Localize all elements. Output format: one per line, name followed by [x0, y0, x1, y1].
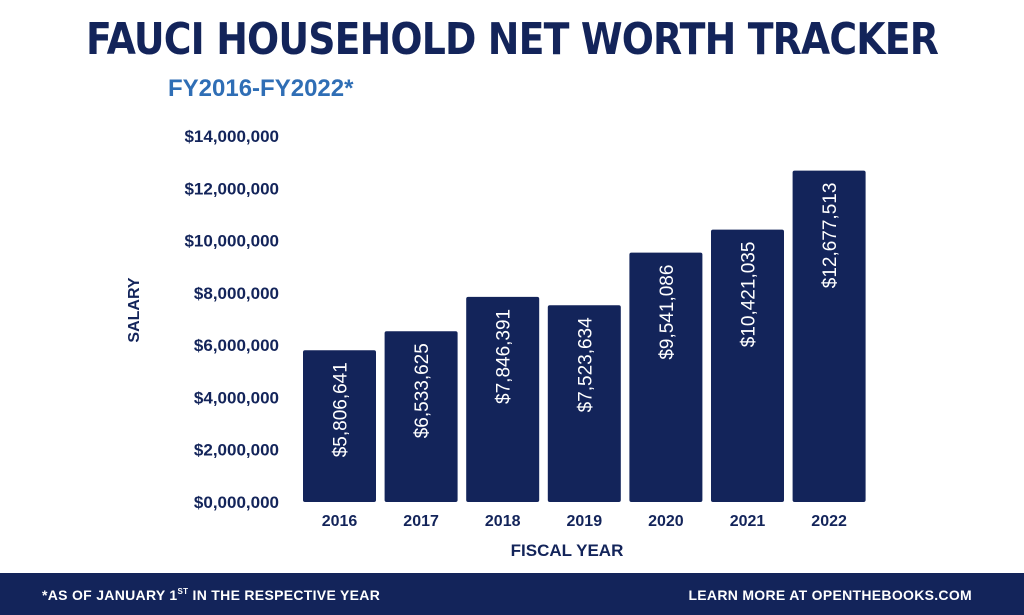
x-tick-label: 2021 — [730, 513, 766, 530]
bar-2022 — [792, 170, 866, 502]
x-axis-ticks: 2016 2017 2018 2019 2020 2021 2022 — [322, 513, 847, 530]
y-tick-label: $0,000,000 — [194, 493, 279, 512]
y-axis-label: SALARY — [126, 277, 143, 343]
bar-value-label: $10,421,035 — [739, 242, 760, 348]
bar-value-label: $5,806,641 — [331, 362, 352, 457]
y-tick-label: $2,000,000 — [194, 441, 279, 460]
footnote: *AS OF JANUARY 1ST IN THE RESPECTIVE YEA… — [42, 587, 380, 603]
y-axis-ticks: $0,000,000 $2,000,000 $4,000,000 $6,000,000… — [184, 127, 279, 512]
learn-more-link[interactable]: LEARN MORE AT OPENTHEBOOKS.COM — [688, 587, 972, 603]
bar-2021 — [711, 229, 784, 502]
footnote-ordinal: ST — [177, 587, 189, 596]
bar-value-label: $6,533,625 — [412, 343, 433, 438]
x-axis-label: FISCAL YEAR — [511, 541, 624, 560]
y-tick-label: $10,000,000 — [184, 232, 279, 251]
footer-bar: *AS OF JANUARY 1ST IN THE RESPECTIVE YEA… — [0, 573, 1024, 615]
x-tick-label: 2018 — [485, 513, 521, 530]
x-tick-label: 2020 — [648, 513, 684, 530]
bars-group: $5,806,641 $6,533,625 $7,846,391 $7,523,634… — [303, 170, 866, 502]
bar-value-label: $7,523,634 — [575, 317, 596, 413]
bar-2018 — [466, 296, 540, 502]
bar-value-label: $9,541,086 — [657, 265, 678, 360]
net-worth-bar-chart: $0,000,000 $2,000,000 $4,000,000 $6,000,000… — [126, 127, 866, 560]
y-tick-label: $14,000,000 — [184, 127, 279, 146]
x-tick-label: 2016 — [322, 513, 358, 530]
bar-value-label: $7,846,391 — [494, 309, 515, 404]
footnote-suffix: IN THE RESPECTIVE YEAR — [188, 587, 381, 603]
y-tick-label: $6,000,000 — [194, 336, 279, 355]
y-tick-label: $8,000,000 — [194, 284, 279, 303]
x-tick-label: 2017 — [403, 513, 439, 530]
bar-2019 — [547, 305, 621, 502]
x-tick-label: 2019 — [567, 513, 603, 530]
bar-2020 — [629, 252, 703, 502]
y-tick-label: $4,000,000 — [194, 388, 279, 407]
y-tick-label: $12,000,000 — [184, 179, 279, 198]
bar-2016 — [303, 350, 376, 502]
x-tick-label: 2022 — [811, 513, 847, 530]
bar-2017 — [384, 331, 458, 502]
bar-value-label: $12,677,513 — [820, 183, 841, 289]
chart-title: FAUCI HOUSEHOLD NET WORTH TRACKER — [85, 14, 939, 65]
chart-subtitle: FY2016-FY2022* — [168, 75, 354, 102]
footnote-prefix: *AS OF JANUARY 1 — [42, 587, 178, 603]
